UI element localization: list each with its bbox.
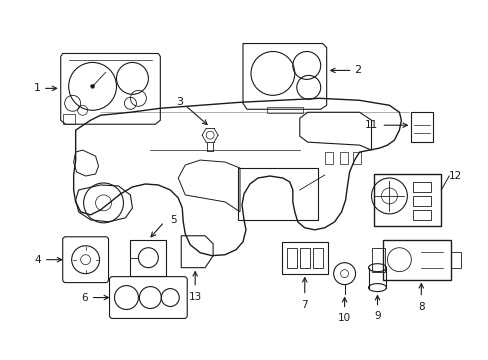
- Bar: [339, 152, 347, 164]
- Circle shape: [90, 84, 94, 88]
- Text: 11: 11: [365, 120, 378, 130]
- Bar: [266, 107, 302, 113]
- Text: 3: 3: [176, 97, 183, 107]
- Bar: [286, 248, 296, 268]
- Text: 7: 7: [301, 300, 307, 310]
- Text: 4: 4: [34, 255, 41, 265]
- Bar: [62, 114, 75, 124]
- Text: 5: 5: [170, 215, 177, 225]
- Bar: [410, 112, 432, 142]
- Bar: [312, 248, 322, 268]
- Text: 6: 6: [81, 293, 87, 302]
- Bar: [371, 248, 385, 272]
- Bar: [238, 168, 317, 220]
- Bar: [130, 240, 166, 276]
- Bar: [324, 152, 332, 164]
- Bar: [352, 152, 360, 164]
- Bar: [450, 252, 460, 268]
- Text: 8: 8: [417, 302, 424, 311]
- Text: 9: 9: [373, 311, 380, 321]
- Bar: [373, 174, 440, 226]
- Bar: [412, 196, 430, 206]
- Text: 1: 1: [34, 84, 41, 93]
- Bar: [412, 210, 430, 220]
- Text: 10: 10: [337, 314, 350, 324]
- Bar: [383, 240, 450, 280]
- Bar: [299, 248, 309, 268]
- Text: 2: 2: [354, 66, 361, 76]
- Text: 13: 13: [188, 292, 202, 302]
- Text: 12: 12: [448, 171, 462, 181]
- Bar: [281, 242, 327, 274]
- Bar: [412, 182, 430, 192]
